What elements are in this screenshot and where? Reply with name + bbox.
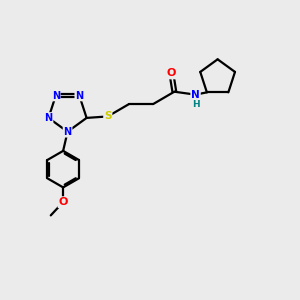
Text: O: O [58,197,68,207]
Text: S: S [104,111,112,122]
Text: H: H [192,100,200,109]
Text: O: O [167,68,176,78]
Text: N: N [75,91,83,100]
Text: N: N [191,90,200,100]
Text: N: N [44,113,52,123]
Text: N: N [64,127,72,137]
Text: N: N [52,91,60,100]
